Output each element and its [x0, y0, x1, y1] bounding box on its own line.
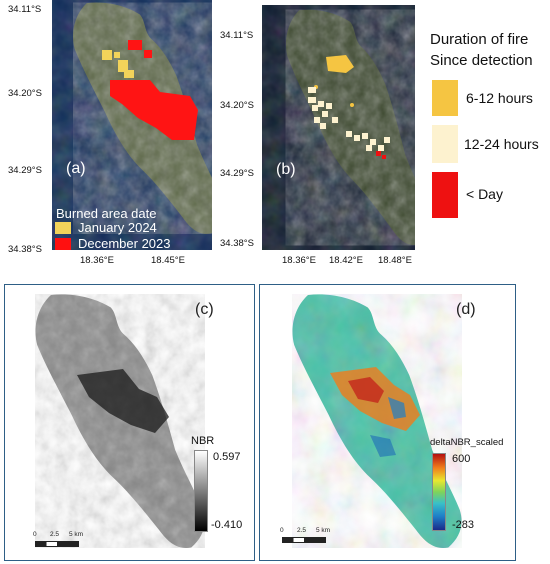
panel-d-label: (d) [456, 301, 476, 318]
burned-area-legend-title: Burned area date [56, 206, 157, 221]
swatch-less-than-day [432, 172, 458, 218]
swatch-6-12-hours [432, 80, 458, 116]
panel-c: (c) NBR 0.597 -0.410 0 2.5 5 km [5, 285, 254, 560]
panel-a-label: (a) [66, 160, 86, 177]
b-lon-tick-3: 18.48°E [378, 255, 412, 266]
nbr-colorbar-title: NBR [191, 435, 215, 447]
a-lat-tick-4: 34.38°S [8, 244, 42, 255]
duration-legend-title-2: Since detection [430, 52, 533, 69]
satellite-map-a [52, 0, 212, 250]
label-6-12-hours: 6-12 hours [466, 90, 533, 106]
b-lat-tick-2: 34.20°S [220, 100, 254, 111]
fire-12-24-hours [308, 87, 390, 151]
a-lon-tick-1: 18.36°E [80, 255, 114, 266]
fire-less-than-day [376, 151, 386, 159]
nbr-colorbar [194, 450, 208, 532]
panel-c-label: (c) [195, 301, 214, 318]
panel-d: (d) deltaNBR_scaled 600 -283 0 2.5 5 km [260, 285, 515, 560]
nbr-colorbar-max: 0.597 [213, 451, 241, 463]
b-lat-tick-3: 34.29°S [220, 168, 254, 179]
burned-area-december [110, 80, 198, 140]
dnbr-colorbar-min: -283 [452, 519, 475, 531]
fire-6-12-hours [326, 55, 354, 73]
c-scalebar [35, 541, 79, 547]
swatch-12-24-hours [432, 125, 458, 163]
b-lat-tick-1: 34.11°S [220, 30, 254, 41]
legend-swatch-january [55, 222, 71, 234]
d-scale-5: 5 km [316, 527, 331, 534]
label-less-than-day: < Day [466, 186, 503, 202]
legend-label-january: January 2024 [78, 220, 157, 235]
panel-b: (b) [262, 5, 415, 250]
label-12-24-hours: 12-24 hours [464, 136, 539, 152]
a-lon-tick-2: 18.45°E [151, 255, 185, 266]
panel-d-frame [259, 284, 516, 561]
nbr-colorbar-min: -0.410 [211, 519, 243, 531]
c-scale-5: 5 km [69, 531, 84, 538]
delta-nbr-map [260, 285, 515, 560]
dnbr-colorbar [432, 453, 446, 531]
panel-b-label: (b) [276, 161, 296, 178]
dnbr-colorbar-max: 600 [452, 453, 471, 465]
dnbr-colorbar-title: deltaNBR_scaled [430, 437, 504, 448]
b-lon-tick-1: 18.36°E [282, 255, 316, 266]
d-scalebar [282, 537, 326, 543]
nbr-map [5, 285, 254, 560]
burned-area-january [102, 50, 112, 60]
panel-c-frame [4, 284, 255, 561]
d-scale-0: 0 [280, 527, 284, 534]
b-lon-tick-2: 18.42°E [329, 255, 363, 266]
satellite-map-b [262, 5, 415, 250]
a-lat-tick-1: 34.11°S [8, 4, 42, 15]
a-lat-tick-3: 34.29°S [8, 165, 42, 176]
c-scale-2_5: 2.5 [50, 531, 60, 538]
panel-a: (a) Burned area date January 2024 Decemb… [52, 0, 212, 250]
a-lat-tick-2: 34.20°S [8, 88, 42, 99]
d-scale-2_5: 2.5 [297, 527, 307, 534]
legend-swatch-december [55, 238, 71, 250]
b-lat-tick-4: 34.38°S [220, 238, 254, 249]
c-scale-0: 0 [33, 531, 37, 538]
duration-legend-title-1: Duration of fire [430, 31, 529, 48]
legend-label-december: December 2023 [78, 236, 171, 250]
